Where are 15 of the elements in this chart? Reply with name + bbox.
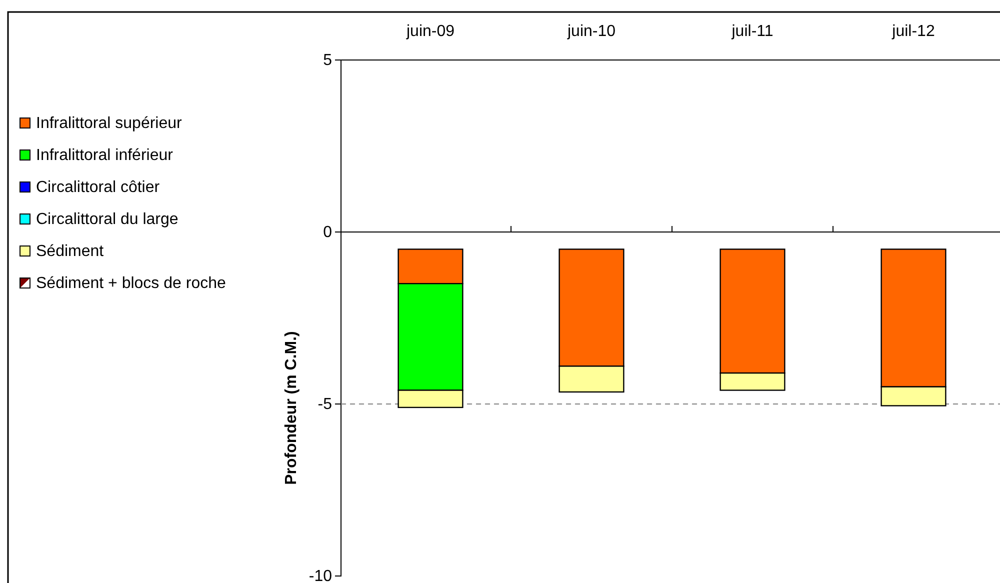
x-tick-label: juin-09 [405,23,455,40]
x-tick-label: juil-12 [891,23,935,40]
legend-label: Sédiment + blocs de roche [36,275,226,292]
legend-label: Sédiment [36,243,104,260]
x-tick-label: juin-10 [566,23,616,40]
y-axis-title: Profondeur (m C.M.) [283,331,300,485]
x-tick-label: juil-11 [730,23,774,40]
y-tick-label: 5 [323,52,332,70]
legend-label: Circalittoral du large [36,211,178,228]
legend-label: Infralittoral supérieur [36,115,183,132]
legend-label: Infralittoral inférieur [36,147,174,164]
y-tick-label: -5 [318,396,332,414]
y-tick-label: -10 [308,568,332,583]
y-tick-label: 0 [323,224,332,242]
legend-label: Circalittoral côtier [36,179,160,196]
